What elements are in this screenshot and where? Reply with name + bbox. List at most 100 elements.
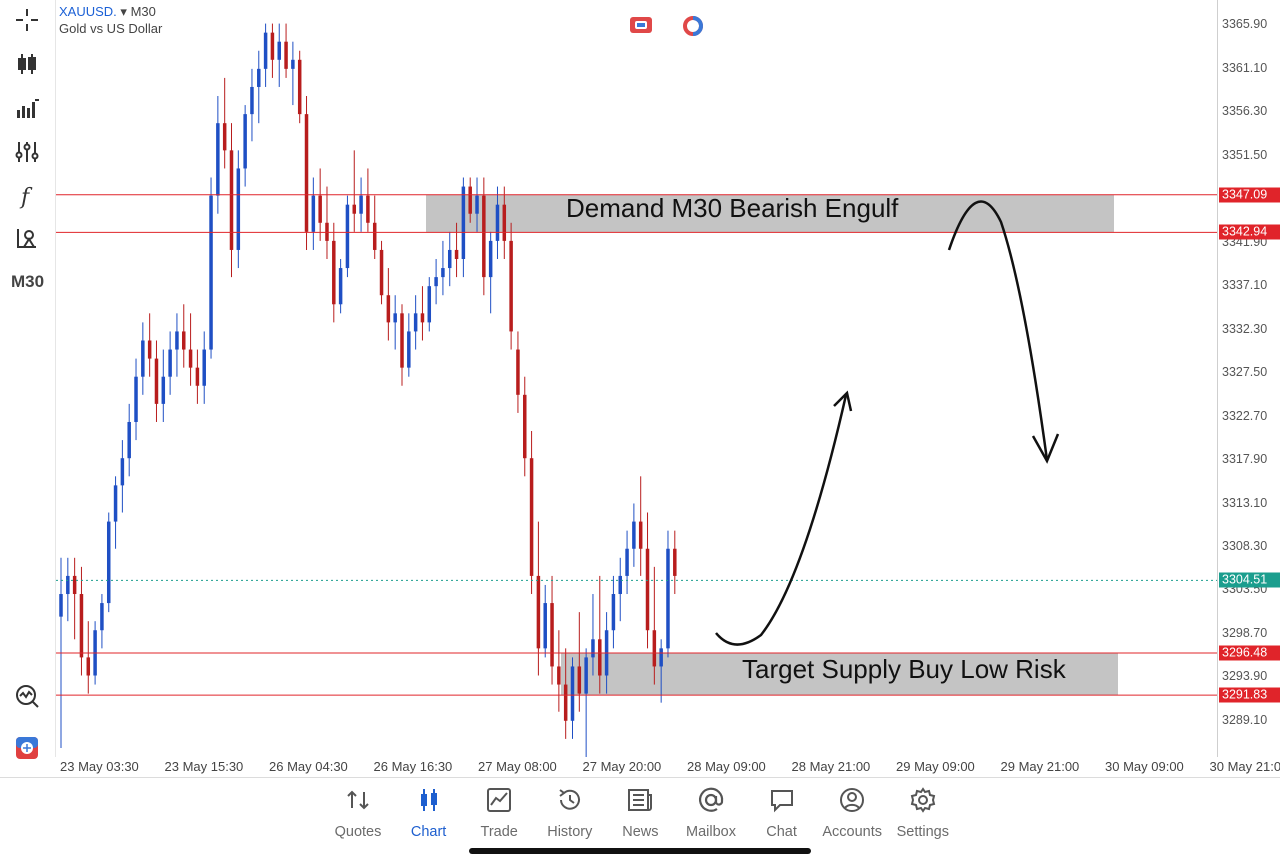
nav-news[interactable]: News: [600, 786, 680, 840]
price-tick-label: 3365.90: [1222, 17, 1268, 32]
candle-body: [523, 394, 527, 459]
chart-type-icon[interactable]: [7, 48, 47, 80]
candle-body: [141, 340, 145, 377]
price-tick-label: 3322.70: [1222, 408, 1268, 423]
time-tick-label: 23 May 03:30: [60, 759, 139, 774]
nav-label: Chat: [766, 824, 797, 840]
candle-body: [72, 575, 77, 595]
candle-body: [257, 68, 261, 87]
candle-body: [611, 594, 616, 631]
news-icon: [626, 786, 654, 819]
price-axis[interactable]: 3365.90 3361.10 3356.30 3351.50 3341.90 3337.…: [1218, 0, 1280, 757]
nav-settings[interactable]: Settings: [883, 786, 963, 840]
down-arrowhead: [1031, 433, 1060, 464]
price-level-tag: 3296.48: [1219, 645, 1280, 661]
settings-icon: [909, 786, 937, 819]
candle-body: [372, 222, 377, 250]
candle-body: [154, 358, 159, 404]
nav-divider: [0, 777, 1280, 778]
trade-icon: [485, 786, 513, 819]
price-tick-label: 3293.90: [1222, 669, 1268, 684]
candle-body: [243, 114, 247, 169]
price-tick-label: 3356.30: [1222, 104, 1268, 119]
candle-body: [468, 186, 472, 214]
candle-body: [543, 603, 547, 649]
candle-body: [277, 41, 281, 60]
demand-zone: [426, 194, 1114, 233]
target-zone-label: Target Supply Buy Low Risk: [742, 654, 1066, 684]
price-level-tag: 3347.09: [1219, 187, 1280, 203]
candle-body: [188, 349, 193, 368]
symbol-name: XAUUSD.: [59, 4, 117, 19]
candle-body: [516, 349, 520, 395]
crosshair-icon[interactable]: [7, 4, 47, 36]
svg-text:f: f: [19, 185, 33, 209]
history-icon: [556, 786, 584, 819]
candle-body: [134, 376, 138, 422]
candle-body: [270, 32, 275, 60]
candle-body: [127, 421, 131, 459]
candle-body: [563, 684, 568, 721]
nav-label: Chart: [410, 824, 447, 840]
nav-history[interactable]: History: [530, 786, 610, 840]
home-indicator: [469, 848, 811, 854]
nav-chat[interactable]: Chat: [742, 786, 822, 840]
candle-body: [454, 249, 459, 259]
candle-body: [366, 195, 370, 223]
nav-label: Quotes: [334, 824, 382, 840]
candle-body: [652, 630, 657, 667]
nav-mailbox[interactable]: Mailbox: [671, 786, 751, 840]
candle-body: [618, 575, 622, 595]
function-icon[interactable]: f: [7, 180, 47, 212]
candle-body: [79, 594, 84, 658]
quotes-icon: [344, 786, 372, 819]
mailbox-icon: [697, 786, 725, 819]
chart-area[interactable]: [55, 0, 1218, 757]
nav-quotes[interactable]: Quotes: [318, 786, 398, 840]
up-arrowhead: [833, 390, 853, 412]
candle-body: [461, 186, 466, 259]
nav-accounts[interactable]: Accounts: [812, 786, 892, 840]
time-tick-label: 27 May 08:00: [478, 759, 557, 774]
chat-icon: [768, 786, 796, 819]
candle-body: [447, 249, 452, 269]
candle-body: [318, 195, 322, 223]
drawing-toolbar: f M30: [0, 0, 55, 778]
time-tick-label: 29 May 09:00: [896, 759, 975, 774]
candle-body: [345, 204, 350, 269]
candle-body: [209, 195, 213, 350]
settings-sliders-icon[interactable]: [7, 136, 47, 168]
candle-body: [495, 204, 500, 241]
candle-body: [236, 168, 241, 250]
time-tick-label: 27 May 20:00: [582, 759, 662, 774]
search-indicator-icon[interactable]: [7, 680, 47, 712]
one-click-trading-icon[interactable]: [629, 15, 653, 40]
up-arrow: [715, 394, 848, 646]
nav-trade[interactable]: Trade: [459, 786, 539, 840]
accounts-icon: [838, 786, 866, 819]
objects-icon[interactable]: [7, 222, 47, 254]
candle-body: [666, 548, 670, 649]
candle-body: [557, 666, 561, 685]
candle-body: [147, 340, 152, 359]
indicators-icon[interactable]: [7, 92, 47, 124]
time-tick-label: 26 May 04:30: [269, 759, 348, 774]
nav-label: Trade: [480, 824, 518, 840]
nav-label: Mailbox: [686, 824, 736, 840]
nav-chart[interactable]: Chart: [389, 786, 469, 840]
candlestick-chart: [56, 23, 1217, 757]
nav-label: News: [622, 824, 659, 840]
candle-body: [120, 458, 125, 486]
candle-body: [291, 59, 295, 69]
candle-body: [441, 268, 445, 278]
candle-body: [475, 195, 479, 214]
candle-body: [420, 313, 425, 323]
timeframe-button[interactable]: M30: [10, 272, 45, 291]
price-tick-label: 3313.10: [1222, 495, 1268, 510]
candle-body: [66, 575, 70, 595]
candle-body: [632, 521, 636, 549]
time-axis[interactable]: 23 May 03:30 23 May 15:30 26 May 04:30 26 M…: [55, 757, 1280, 777]
candle-body: [529, 458, 534, 576]
candle-body: [570, 666, 575, 721]
signals-icon[interactable]: [681, 15, 705, 42]
